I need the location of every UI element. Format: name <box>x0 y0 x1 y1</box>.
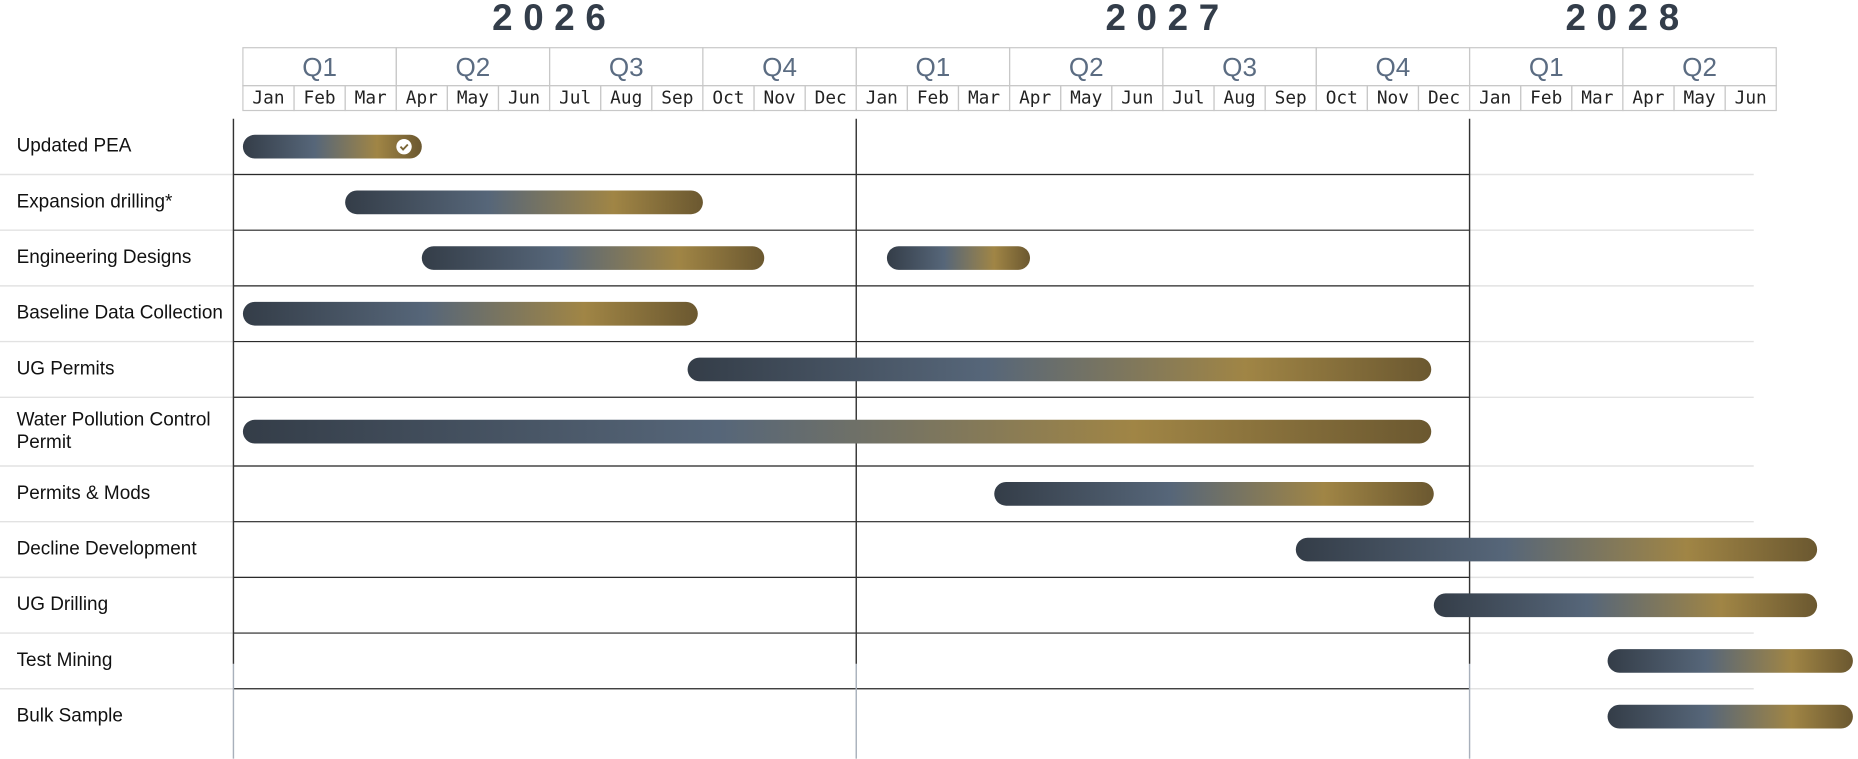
task-label: Expansion drilling* <box>17 191 173 212</box>
month-label: Dec <box>815 89 847 109</box>
month-label: Jul <box>559 89 591 109</box>
task-label: Permits & Mods <box>17 483 151 504</box>
year-label: 2027 <box>1105 0 1229 38</box>
task-bar <box>1607 704 1853 729</box>
month-label: Jun <box>508 89 540 109</box>
quarter-label: Q1 <box>1529 52 1564 82</box>
labels: Updated PEA Expansion drilling* Engineerin… <box>17 136 223 727</box>
month-label: Jun <box>1121 89 1153 109</box>
task-label: Test Mining <box>17 650 113 671</box>
month-label: Apr <box>1632 89 1664 109</box>
month-label: Mar <box>968 89 1000 109</box>
month-label: Jan <box>252 89 284 109</box>
task-bar <box>994 481 1434 506</box>
quarter-label: Q4 <box>1376 52 1411 82</box>
quarter-label: Q2 <box>456 52 491 82</box>
task-label: Bulk Sample <box>17 706 123 727</box>
task-label: Water Pollution Control Permit <box>17 409 211 453</box>
label-line: Permit <box>17 432 72 453</box>
month-label: Jan <box>866 89 898 109</box>
month-label: Aug <box>610 89 642 109</box>
quarter-label: Q3 <box>609 52 644 82</box>
quarter-label: Q1 <box>302 52 337 82</box>
task-bar <box>242 419 1432 444</box>
month-label: Mar <box>355 89 387 109</box>
task-label: Engineering Designs <box>17 247 192 268</box>
month-label: Nov <box>764 89 796 109</box>
month-label: Dec <box>1428 89 1460 109</box>
month-label: Feb <box>917 89 949 109</box>
quarter-label: Q2 <box>1682 52 1717 82</box>
month-label: May <box>1070 89 1102 109</box>
month-label: Jul <box>1172 89 1204 109</box>
quarter-label: Q2 <box>1069 52 1104 82</box>
task-bar <box>1607 649 1853 673</box>
task-bar <box>242 301 698 326</box>
quarter-label: Q3 <box>1222 52 1257 82</box>
month-label: Oct <box>1326 89 1358 109</box>
task-label: Updated PEA <box>17 136 132 157</box>
month-label: Jan <box>1479 89 1511 109</box>
task-label: Baseline Data Collection <box>17 303 223 324</box>
month-label: Jun <box>1735 89 1767 109</box>
year-label: 2028 <box>1565 0 1689 38</box>
month-label: Oct <box>712 89 744 109</box>
task-label: UG Permits <box>17 358 115 379</box>
month-label: May <box>457 89 489 109</box>
quarter-label: Q1 <box>916 52 951 82</box>
task-label: UG Drilling <box>17 594 109 615</box>
quarter-label: Q4 <box>762 52 797 82</box>
month-label: Sep <box>661 89 693 109</box>
task-bar <box>1433 593 1818 618</box>
month-label: Sep <box>1275 89 1307 109</box>
task-bar <box>687 357 1432 382</box>
month-label: Feb <box>1530 89 1562 109</box>
month-label: May <box>1684 89 1716 109</box>
task-bar <box>242 134 422 159</box>
task-bar <box>421 246 765 270</box>
month-label: Apr <box>1019 89 1051 109</box>
task-bar <box>1295 537 1818 562</box>
month-label: Mar <box>1581 89 1613 109</box>
label-line: Water Pollution Control <box>17 409 211 430</box>
task-bar <box>345 190 703 215</box>
quarter-cell <box>1622 47 1777 87</box>
month-label: Nov <box>1377 89 1409 109</box>
month-label: Feb <box>304 89 336 109</box>
complete-icon <box>396 138 412 155</box>
year-label: 2026 <box>492 0 616 38</box>
complete-check <box>399 143 409 151</box>
task-bar <box>886 246 1031 270</box>
task-label: Decline Development <box>17 539 198 560</box>
month-label: Apr <box>406 89 438 109</box>
month-label: Aug <box>1224 89 1256 109</box>
